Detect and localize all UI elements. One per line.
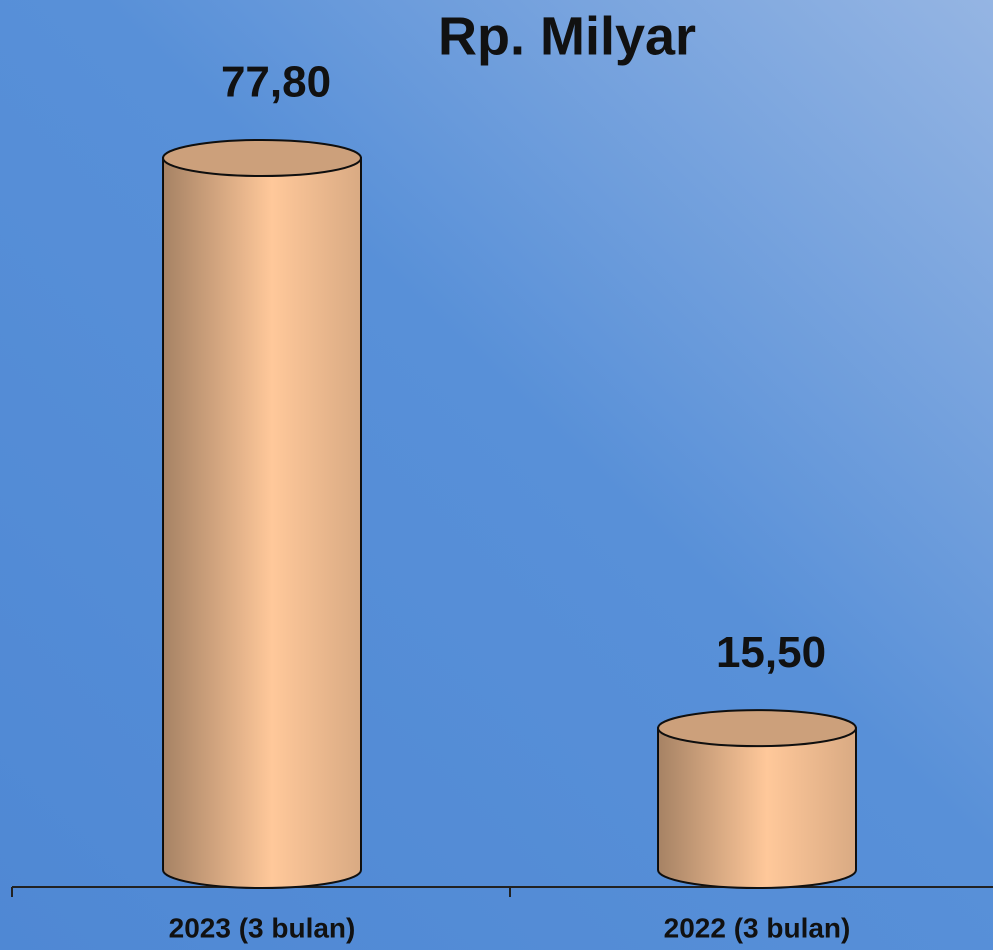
chart-title: Rp. Milyar	[438, 6, 696, 66]
value-label: 15,50	[716, 628, 826, 677]
cylinder-shade	[163, 158, 361, 888]
cylinder-top	[162, 139, 362, 177]
cylinder-top-shade	[658, 710, 856, 747]
cylinder-top	[657, 709, 857, 748]
cylinder-top-shade	[163, 140, 361, 176]
x-tick-label: 2022 (3 bulan)	[664, 912, 851, 943]
value-label: 77,80	[221, 58, 331, 107]
x-tick-label: 2023 (3 bulan)	[169, 912, 356, 943]
cylinder-shade	[658, 728, 856, 888]
